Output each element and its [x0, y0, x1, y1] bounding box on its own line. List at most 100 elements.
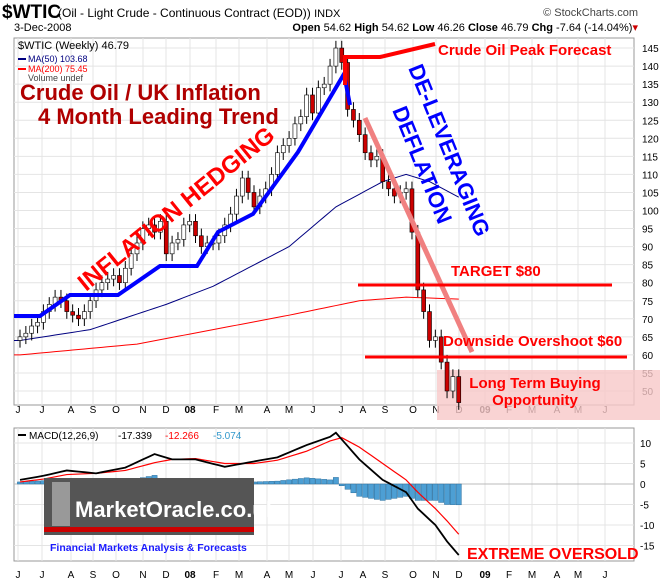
x-tick-label: M: [235, 570, 243, 581]
candle: [421, 289, 426, 312]
candle: [386, 181, 391, 190]
chg-label: Chg: [531, 22, 553, 34]
macd-tick-label: 0: [640, 480, 646, 491]
x-tick-label: D: [162, 570, 169, 581]
macd-histogram-bar: [379, 483, 386, 501]
y-tick-label: 145: [642, 44, 659, 55]
macd-histogram-bar: [292, 478, 298, 485]
y-tick-label: 130: [642, 98, 659, 109]
candle: [87, 300, 93, 312]
x-tick-label: N: [432, 570, 439, 581]
signal-value: -12.266: [165, 431, 199, 442]
x-tick-label: 08: [184, 570, 196, 581]
macd-label: MACD(12,26,9): [29, 431, 98, 442]
candle: [216, 235, 222, 244]
candle: [450, 376, 456, 392]
x-tick-label: M: [528, 570, 536, 581]
candle: [362, 134, 368, 154]
logo-text: MarketOracle.co.uk: [75, 497, 279, 522]
macd-line: [19, 431, 460, 556]
candle: [193, 221, 198, 237]
buying-label-1: Long Term Buying: [469, 375, 600, 392]
candle: [76, 314, 81, 320]
target-label: TARGET $80: [451, 263, 541, 280]
ohlc-readout: Open 54.62 High 54.62 Low 46.26 Close 46…: [292, 21, 638, 34]
candle: [374, 156, 380, 161]
macd-histogram-bar: [420, 483, 427, 501]
candle: [29, 325, 35, 334]
title-description-row: (Oil - Light Crude - Continuous Contract…: [58, 6, 340, 20]
y-tick-label: 110: [642, 170, 658, 181]
candle: [327, 65, 333, 85]
legend-volume: Volume undef: [28, 73, 84, 83]
close-value: 46.79: [500, 22, 529, 34]
x-tick-label: O: [112, 405, 120, 416]
high-label: High: [354, 22, 379, 34]
macd-histogram-bar: [344, 483, 351, 490]
candle: [275, 152, 280, 175]
candle: [304, 94, 309, 117]
low-label: Low: [412, 22, 435, 34]
inflation-trend-line: [14, 68, 352, 318]
x-tick-label: S: [382, 570, 389, 581]
candle: [433, 336, 438, 341]
date: 3-Dec-2008: [14, 22, 72, 34]
overshoot-label: Downside Overshoot $60: [443, 333, 622, 350]
close-label: Close: [467, 22, 498, 34]
x-tick-label: O: [409, 570, 417, 581]
y-tick-label: 140: [642, 62, 659, 73]
candle: [456, 376, 462, 403]
x-tick-label: 09: [479, 570, 491, 581]
macd-histogram-bar: [438, 483, 445, 503]
x-tick-label: J: [603, 570, 608, 581]
x-tick-label: A: [554, 570, 561, 581]
source-link[interactable]: © StockCharts.com: [543, 7, 638, 19]
candle: [286, 138, 292, 146]
x-tick-label: A: [360, 570, 367, 581]
x-tick-label: F: [213, 570, 219, 581]
macd-value: -17.339: [118, 431, 152, 442]
open-label: Open: [292, 22, 321, 34]
buying-label-2: Opportunity: [492, 392, 578, 409]
candle: [292, 123, 298, 139]
y-tick-label: 75: [642, 297, 654, 308]
x-tick-label: N: [139, 570, 146, 581]
deflation-trend-line: [362, 116, 475, 354]
symbol: $WTIC: [2, 2, 62, 23]
candle: [140, 228, 146, 244]
candle: [298, 116, 304, 125]
candle: [240, 177, 245, 197]
high-value: 54.62: [381, 22, 410, 34]
candle: [234, 195, 239, 215]
macd-histogram-bar: [268, 481, 275, 485]
candle: [316, 87, 321, 114]
x-tick-label: M: [285, 405, 293, 416]
macd-histogram-bar: [362, 483, 368, 498]
buying-zone-box: [437, 370, 660, 420]
macd-tick-label: -10: [640, 521, 655, 532]
macd-tick-label: -5: [640, 501, 649, 512]
macd-histogram-bar: [450, 483, 456, 505]
x-tick-label: O: [112, 570, 120, 581]
candle: [64, 300, 70, 312]
macd-histogram-bar: [455, 483, 462, 506]
macd-histogram-bar: [426, 483, 433, 501]
x-tick-label: A: [264, 405, 271, 416]
candle: [438, 336, 444, 363]
legend: $WTIC (Weekly) 46.79 MA(50) 103.68 MA(20…: [18, 40, 129, 83]
macd-histogram-bar: [374, 483, 380, 500]
macd-histogram-bar: [368, 483, 374, 499]
title-line-1: Crude Oil / UK Inflation: [20, 80, 261, 105]
x-tick-label: N: [432, 405, 439, 416]
macd-tick-label: -15: [640, 542, 655, 553]
candle: [163, 221, 169, 255]
candle: [251, 192, 257, 208]
macd-histogram-bar: [409, 483, 415, 499]
x-tick-label: F: [213, 405, 219, 416]
candle: [23, 332, 29, 338]
x-tick-label: 08: [184, 405, 196, 416]
candle: [351, 109, 356, 121]
chg-value: -7.64 (-14.04%): [556, 22, 633, 34]
candle: [187, 221, 192, 226]
description: (Oil - Light Crude - Continuous Contract…: [58, 6, 311, 20]
